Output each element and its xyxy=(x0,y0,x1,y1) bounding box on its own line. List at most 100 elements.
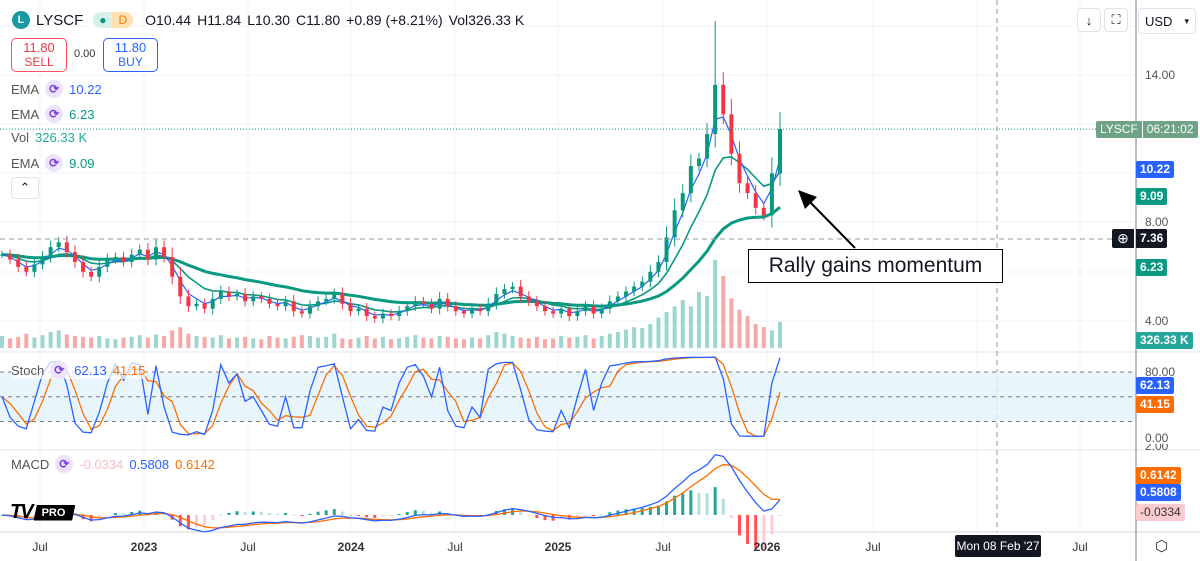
fullscreen-icon: ⛶ xyxy=(1111,12,1121,27)
candle-body xyxy=(251,296,256,302)
refresh-icon[interactable]: ⟳ xyxy=(45,105,64,123)
volume-bar xyxy=(259,339,264,348)
macd-line xyxy=(1,453,781,533)
volume-bar xyxy=(688,306,693,348)
candle-body xyxy=(761,207,766,216)
volume-bar xyxy=(672,306,677,348)
stoch-tick: 80.00 xyxy=(1145,365,1176,379)
settings-gear-icon[interactable]: ⬡ xyxy=(1155,538,1169,555)
candle-body xyxy=(470,308,475,314)
macd-histogram-bar xyxy=(608,512,612,515)
macd-legend[interactable]: MACD ⟳ -0.0334 0.5808 0.6142 xyxy=(11,455,215,473)
time-tick: 2023 xyxy=(130,540,158,554)
candle-body xyxy=(121,257,126,262)
volume-bar xyxy=(429,338,434,348)
macd-histogram-bar xyxy=(219,514,223,516)
macd-histogram-bar xyxy=(365,515,369,518)
sell-price: 11.80 xyxy=(23,40,55,55)
candle-body xyxy=(672,210,677,238)
fullscreen-button[interactable]: ⛶ xyxy=(1104,8,1128,32)
volume-bar xyxy=(364,336,369,348)
volume-bar xyxy=(486,335,491,348)
macd-signal-tag: 0.6142 xyxy=(1136,467,1181,484)
volume-bar xyxy=(721,276,726,348)
indicator-volume[interactable]: Vol 326.33 K xyxy=(11,130,87,145)
macd-histogram-bar xyxy=(227,512,231,515)
volume-bar xyxy=(437,336,442,348)
add-order-plus-icon[interactable]: ⊕ xyxy=(1112,229,1134,248)
macd-histogram-bar xyxy=(737,515,741,536)
refresh-icon[interactable]: ⟳ xyxy=(45,80,64,98)
symbol-legend: L LYSCF ● D O10.44 H11.84 L10.30 C11.80 … xyxy=(12,11,524,29)
collapse-legend-button[interactable]: ⌃ xyxy=(11,177,39,199)
stoch-legend[interactable]: Stoch ⟳ 62.13 41.15 xyxy=(11,361,146,379)
macd-histogram-bar xyxy=(235,511,239,515)
macd-histogram-bar xyxy=(754,515,758,549)
indicator-ema-slow[interactable]: EMA ⟳ 6.23 xyxy=(11,105,94,123)
scroll-to-latest-button[interactable]: ↓ xyxy=(1077,8,1101,32)
volume-bar xyxy=(648,324,653,348)
refresh-icon[interactable]: ⟳ xyxy=(50,361,69,379)
buy-price: 11.80 xyxy=(114,40,147,55)
volume-bar xyxy=(340,338,345,348)
candle-body xyxy=(32,264,37,272)
ohlc-low: L10.30 xyxy=(247,12,291,28)
macd-histogram-bar xyxy=(97,515,101,519)
candle-body xyxy=(178,276,183,297)
candle-body xyxy=(348,303,353,312)
candle-body xyxy=(275,303,280,307)
buy-button[interactable]: 11.80 BUY xyxy=(103,38,158,72)
macd-histogram-bar xyxy=(251,511,255,515)
candle-body xyxy=(648,271,653,282)
time-tick: Jul xyxy=(1072,540,1088,554)
sell-button[interactable]: 11.80 SELL xyxy=(11,38,67,72)
volume-bar xyxy=(145,337,150,348)
volume-bar xyxy=(696,292,701,348)
annotation-callout[interactable]: Rally gains momentum xyxy=(748,249,1003,283)
volume-bar xyxy=(121,337,126,348)
candle-body xyxy=(429,303,434,309)
volume-bar xyxy=(591,338,596,348)
candle-body xyxy=(437,298,442,309)
candle-body xyxy=(364,308,369,317)
candle-body xyxy=(145,249,150,260)
volume-bar xyxy=(445,336,450,348)
tradingview-logo[interactable]: TV PRO xyxy=(10,501,76,524)
currency-select[interactable]: USD ▾ xyxy=(1138,8,1196,34)
candle-body xyxy=(380,313,385,319)
bar-countdown: 06:21:02 xyxy=(1146,122,1194,136)
header-volume: Vol326.33 K xyxy=(448,12,525,28)
volume-bar xyxy=(567,337,572,348)
volume-bar xyxy=(316,337,321,348)
macd-histogram-bar xyxy=(648,506,652,515)
candle-body xyxy=(324,298,329,302)
macd-histogram-bar xyxy=(584,515,587,516)
candle-body xyxy=(283,301,288,307)
macd-histogram-bar xyxy=(624,509,628,515)
indicator-ema-mid[interactable]: EMA ⟳ 9.09 xyxy=(11,154,94,172)
candle-body xyxy=(389,313,393,317)
macd-value: 0.5808 xyxy=(129,456,170,472)
macd-histogram-bar xyxy=(348,514,352,516)
volume-bar xyxy=(664,312,669,348)
symbol-name[interactable]: LYSCF xyxy=(36,11,84,29)
macd-histogram-bar xyxy=(113,512,117,515)
candle-body xyxy=(778,129,782,174)
volume-bar xyxy=(307,336,312,348)
candle-body xyxy=(526,296,531,302)
candle-body xyxy=(640,281,645,287)
volume-bar xyxy=(551,338,556,348)
time-tick: Jul xyxy=(32,540,48,554)
indicator-ema-fast[interactable]: EMA ⟳ 10.22 xyxy=(11,80,102,98)
volume-bar xyxy=(72,336,77,348)
macd-hist-tag: -0.0334 xyxy=(1136,504,1185,521)
refresh-icon[interactable]: ⟳ xyxy=(45,154,64,172)
interval-badge[interactable]: ● D xyxy=(93,12,134,28)
ema-slow-tag: 6.23 xyxy=(1136,259,1168,276)
refresh-icon[interactable]: ⟳ xyxy=(55,455,74,473)
volume-bar xyxy=(510,336,515,348)
volume-bar xyxy=(299,335,304,348)
volume-bar xyxy=(153,334,158,348)
ohlc-change: +0.89 (+8.21%) xyxy=(346,12,443,28)
